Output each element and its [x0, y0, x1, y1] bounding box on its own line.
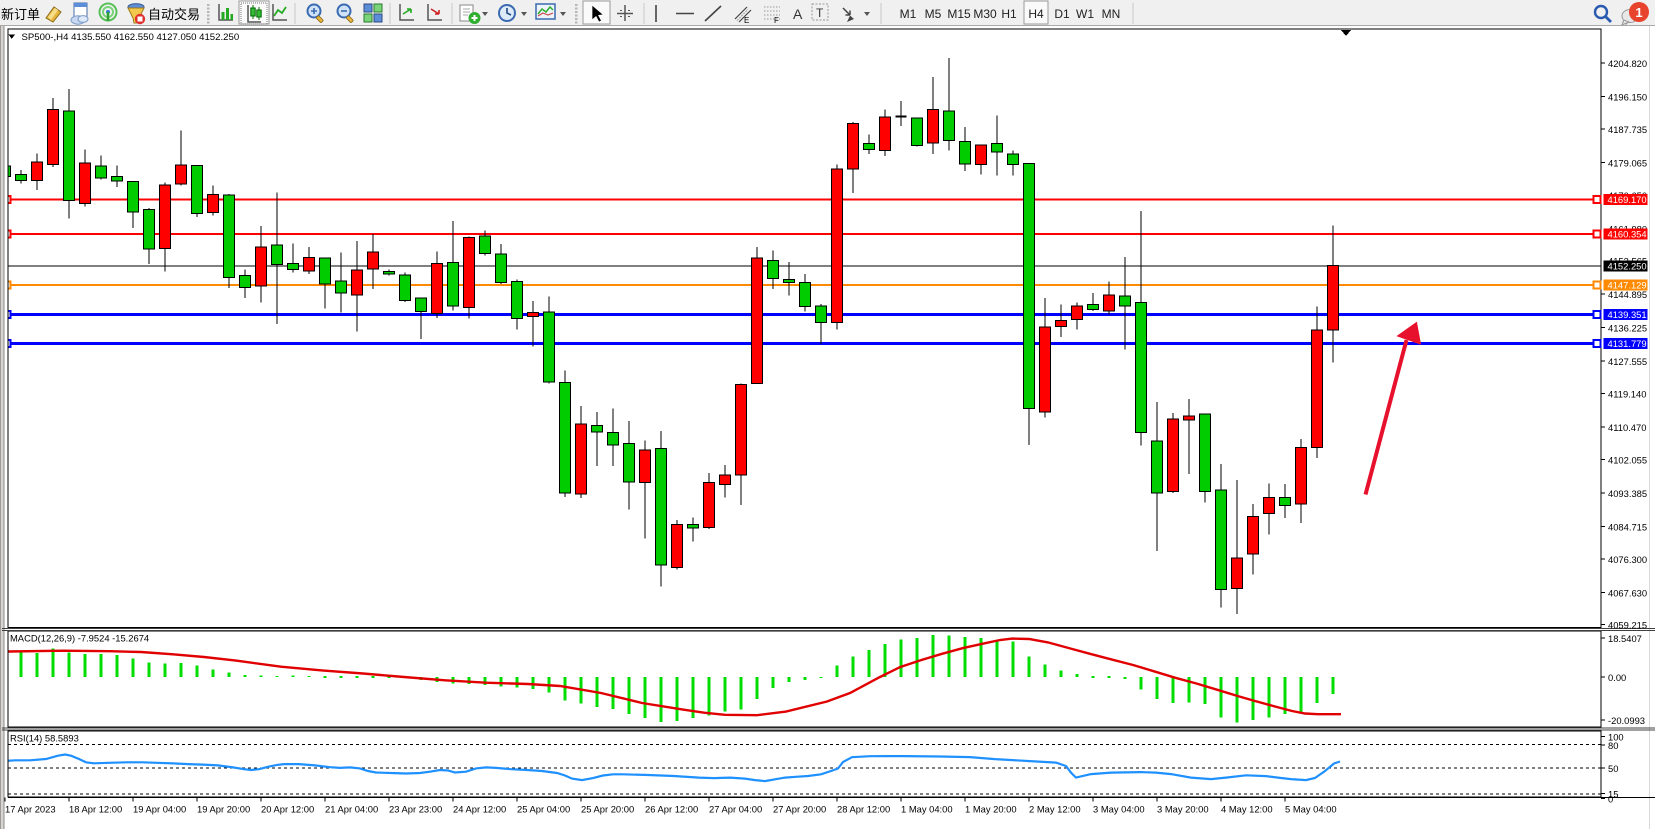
svg-text:23 Apr 23:00: 23 Apr 23:00 [389, 804, 442, 815]
svg-text:21 Apr 04:00: 21 Apr 04:00 [325, 804, 378, 815]
svg-text:4076.300: 4076.300 [1608, 554, 1647, 565]
svg-text:T: T [816, 6, 824, 20]
svg-text:26 Apr 12:00: 26 Apr 12:00 [645, 804, 698, 815]
svg-text:4147.129: 4147.129 [1608, 280, 1647, 291]
svg-text:18 Apr 12:00: 18 Apr 12:00 [69, 804, 122, 815]
svg-text:-20.0993: -20.0993 [1608, 715, 1645, 726]
svg-text:4127.555: 4127.555 [1608, 356, 1647, 367]
svg-text:0: 0 [1608, 794, 1613, 805]
svg-text:4102.055: 4102.055 [1608, 454, 1647, 465]
svg-text:M5: M5 [925, 7, 942, 21]
svg-text:4204.820: 4204.820 [1608, 58, 1647, 69]
svg-text:4093.385: 4093.385 [1608, 488, 1647, 499]
svg-text:MN: MN [1102, 7, 1121, 21]
svg-text:M30: M30 [973, 7, 997, 21]
svg-text:25 Apr 20:00: 25 Apr 20:00 [581, 804, 634, 815]
svg-text:D1: D1 [1054, 7, 1070, 21]
svg-text:4084.715: 4084.715 [1608, 521, 1647, 532]
svg-text:H1: H1 [1001, 7, 1017, 21]
svg-text:19 Apr 04:00: 19 Apr 04:00 [133, 804, 186, 815]
svg-text:25 Apr 04:00: 25 Apr 04:00 [517, 804, 570, 815]
svg-text:0.00: 0.00 [1608, 672, 1626, 683]
svg-text:4110.470: 4110.470 [1608, 422, 1646, 433]
svg-text:E: E [744, 16, 749, 25]
svg-text:27 Apr 04:00: 27 Apr 04:00 [709, 804, 762, 815]
svg-text:4059.215: 4059.215 [1608, 620, 1647, 631]
svg-text:3 May 20:00: 3 May 20:00 [1157, 804, 1209, 815]
svg-text:4169.170: 4169.170 [1608, 194, 1647, 205]
svg-text:新订单: 新订单 [1, 7, 40, 22]
svg-text:27 Apr 20:00: 27 Apr 20:00 [773, 804, 826, 815]
svg-text:4160.354: 4160.354 [1608, 229, 1647, 240]
svg-text:50: 50 [1608, 763, 1618, 774]
svg-text:3 May 04:00: 3 May 04:00 [1093, 804, 1145, 815]
svg-text:M1: M1 [900, 7, 917, 21]
svg-text:4131.779: 4131.779 [1608, 338, 1647, 349]
svg-text:19 Apr 20:00: 19 Apr 20:00 [197, 804, 250, 815]
svg-text:4152.250: 4152.250 [1608, 260, 1647, 271]
svg-text:80: 80 [1608, 740, 1618, 751]
svg-text:自动交易: 自动交易 [148, 7, 200, 22]
svg-text:4187.735: 4187.735 [1608, 124, 1647, 135]
svg-text:4119.140: 4119.140 [1608, 389, 1646, 400]
svg-text:4 May 12:00: 4 May 12:00 [1221, 804, 1273, 815]
svg-text:4136.225: 4136.225 [1608, 323, 1647, 334]
svg-text:W1: W1 [1076, 7, 1094, 21]
svg-text:5 May 04:00: 5 May 04:00 [1285, 804, 1337, 815]
svg-text:1 May 20:00: 1 May 20:00 [965, 804, 1017, 815]
svg-text:100: 100 [1608, 732, 1624, 743]
svg-text:4179.065: 4179.065 [1608, 157, 1647, 168]
svg-text:MACD(12,26,9) -7.9524 -15.2674: MACD(12,26,9) -7.9524 -15.2674 [10, 633, 149, 644]
svg-text:M15: M15 [947, 7, 971, 21]
svg-text:4144.895: 4144.895 [1608, 289, 1647, 300]
svg-text:20 Apr 12:00: 20 Apr 12:00 [261, 804, 314, 815]
svg-text:H4: H4 [1028, 7, 1044, 21]
svg-text:1 May 04:00: 1 May 04:00 [901, 804, 953, 815]
svg-text:SP500-,H4 4135.550 4162.550 4: SP500-,H4 4135.550 4162.550 4127.050 415… [22, 32, 240, 43]
svg-text:28 Apr 12:00: 28 Apr 12:00 [837, 804, 890, 815]
svg-text:F: F [774, 16, 779, 25]
svg-text:4067.630: 4067.630 [1608, 587, 1647, 598]
svg-text:4139.351: 4139.351 [1608, 309, 1647, 320]
svg-text:2 May 12:00: 2 May 12:00 [1029, 804, 1081, 815]
svg-text:15: 15 [1608, 789, 1618, 800]
svg-text:A: A [793, 6, 803, 22]
svg-text:18.5407: 18.5407 [1608, 633, 1642, 644]
svg-text:24 Apr 12:00: 24 Apr 12:00 [453, 804, 506, 815]
svg-text:1: 1 [1635, 5, 1642, 20]
svg-text:RSI(14) 58.5893: RSI(14) 58.5893 [10, 733, 79, 744]
svg-text:17 Apr 2023: 17 Apr 2023 [5, 804, 56, 815]
svg-text:4196.150: 4196.150 [1608, 91, 1647, 102]
